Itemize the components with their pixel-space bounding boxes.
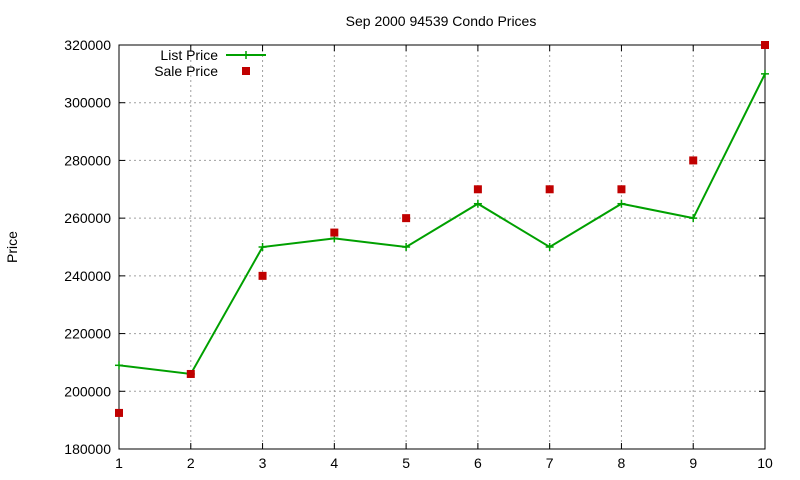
series-line <box>118 73 766 376</box>
square-marker <box>689 156 698 165</box>
square-marker <box>258 271 267 280</box>
x-tick-label: 7 <box>546 455 554 471</box>
x-tick-label: 3 <box>259 455 267 471</box>
plus-marker <box>545 243 554 251</box>
x-tick-label: 10 <box>757 455 773 471</box>
y-tick-label: 320000 <box>64 37 111 53</box>
x-tick-label: 4 <box>330 455 338 471</box>
series-sale-price <box>115 41 769 417</box>
series-list-price <box>115 69 769 378</box>
square-marker <box>115 408 123 417</box>
chart-title: Sep 2000 94539 Condo Prices <box>346 13 537 29</box>
legend-label: List Price <box>160 47 218 63</box>
y-tick-label: 220000 <box>64 326 111 342</box>
plus-marker <box>258 243 267 251</box>
plus-marker <box>402 243 411 251</box>
y-tick-label: 300000 <box>64 95 111 111</box>
plot-frame <box>118 44 766 450</box>
grid <box>119 45 765 449</box>
y-axis-label: Price <box>4 231 20 263</box>
y-tick-label: 260000 <box>64 210 111 226</box>
y-tick-label: 180000 <box>64 441 111 457</box>
y-tick-label: 240000 <box>64 268 111 284</box>
axes: 1 2 3 4 5 6 7 8 9 10 180000 200000 220000 240000 26000… <box>64 37 773 471</box>
square-marker <box>186 369 195 378</box>
square-marker <box>545 185 554 194</box>
square-marker <box>617 185 626 194</box>
x-tick-label: 9 <box>689 455 697 471</box>
x-tick-label: 5 <box>402 455 410 471</box>
square-marker <box>402 214 411 223</box>
x-tick-label: 8 <box>618 455 626 471</box>
series-layer <box>115 41 769 417</box>
plus-marker <box>473 199 482 208</box>
plus-marker <box>689 214 698 223</box>
y-tick-label: 200000 <box>64 383 111 399</box>
x-tick-label: 6 <box>474 455 482 471</box>
square-marker <box>330 228 339 237</box>
square-marker <box>761 41 769 49</box>
legend-label: Sale Price <box>154 63 218 79</box>
plus-marker <box>617 199 626 208</box>
square-marker <box>242 67 250 75</box>
plus-marker <box>115 361 123 370</box>
y-tick-label: 280000 <box>64 152 111 168</box>
x-tick-label: 2 <box>187 455 195 471</box>
square-marker <box>473 185 482 194</box>
plus-marker <box>242 51 250 59</box>
plus-marker <box>761 69 769 78</box>
x-tick-label: 1 <box>115 455 123 471</box>
